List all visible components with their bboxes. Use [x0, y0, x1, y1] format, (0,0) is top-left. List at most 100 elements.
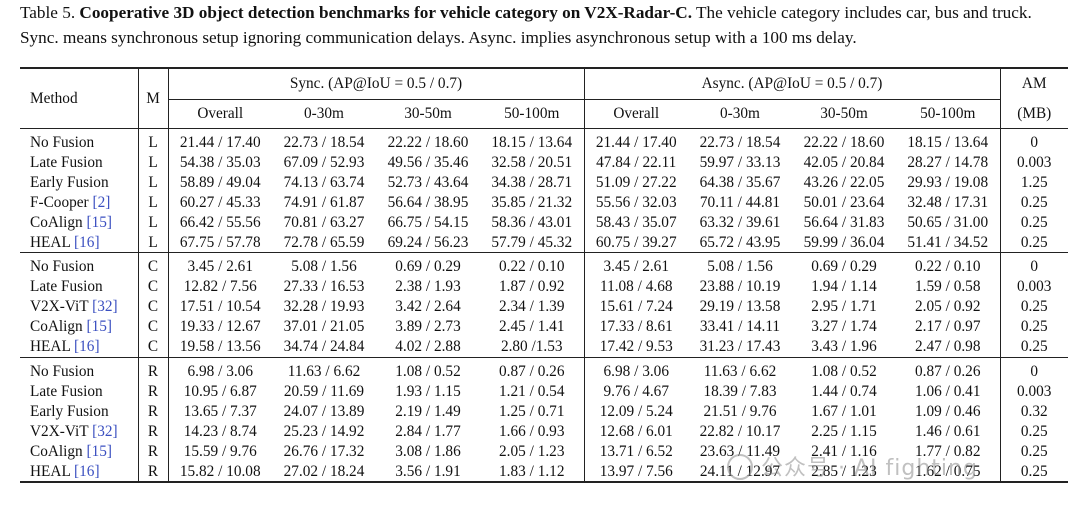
method-cell: HEAL [16] [20, 461, 138, 484]
modality-cell: R [137, 461, 168, 484]
sync-value-cell: 66.42 / 55.56 [167, 212, 272, 233]
async-value-cell: 22.22 / 18.60 [792, 127, 896, 153]
sync-value-cell: 21.44 / 17.40 [167, 127, 272, 153]
citation-link[interactable]: [16] [74, 462, 100, 480]
header-method: Method [20, 67, 138, 129]
async-value-cell: 1.09 / 0.46 [915, 402, 981, 420]
citation-link[interactable]: [15] [86, 318, 113, 336]
am-cell: 1.25 [999, 172, 1068, 193]
table-row: Late Fusion L 54.38 / 35.03 67.09 / 52.93 49… [20, 152, 1068, 173]
modality-cell: L [137, 212, 168, 233]
table-row: Early Fusion R 13.65 / 7.37 24.07 / 13.89 2.… [20, 401, 1068, 422]
method-name: Early Fusion [30, 173, 109, 191]
sync-value-cell: 3.08 / 1.86 [395, 442, 461, 460]
modality-cell: R [137, 381, 168, 402]
async-value-cell: 42.05 / 20.84 [803, 153, 885, 171]
async-value-cell: 60.75 / 39.27 [583, 232, 688, 253]
async-value-cell: 12.09 / 5.24 [583, 401, 688, 422]
modality-cell: L [137, 152, 168, 173]
async-value-cell: 21.51 / 9.76 [703, 402, 777, 420]
sync-value-cell: 3.89 / 2.73 [395, 318, 461, 336]
async-value-cell: 33.41 / 14.11 [699, 318, 781, 336]
sync-value-cell: 72.78 / 65.59 [283, 233, 365, 251]
async-value-cell: 1.59 / 0.58 [915, 278, 981, 296]
sync-value-cell: 32.28 / 19.93 [283, 298, 365, 316]
am-cell: 0.25 [999, 192, 1068, 213]
sync-value-cell: 0.87 / 0.26 [480, 356, 584, 382]
method-name: Late Fusion [30, 278, 103, 296]
method-name: Early Fusion [30, 402, 109, 420]
table-row: HEAL [16] C 19.58 / 13.56 34.74 / 24.84 4.02… [20, 337, 1068, 358]
async-value-cell: 28.27 / 14.78 [907, 153, 989, 171]
sync-value-cell: 3.45 / 2.61 [167, 252, 272, 278]
async-value-cell: 21.44 / 17.40 [583, 127, 688, 153]
async-value-cell: 23.63 / 11.49 [699, 442, 781, 460]
sync-value-cell: 2.80 /1.53 [500, 338, 563, 356]
header-async-30-50: 30-50m [820, 105, 868, 122]
sync-value-cell: 35.85 / 21.32 [491, 193, 573, 211]
citation-link[interactable]: [15] [86, 442, 113, 460]
wechat-icon [727, 454, 753, 480]
sync-value-cell: 3.42 / 2.64 [395, 298, 461, 316]
sync-value-cell: 15.82 / 10.08 [167, 461, 272, 484]
async-value-cell: 58.43 / 35.07 [583, 212, 688, 233]
sync-value-cell: 70.81 / 63.27 [283, 213, 365, 231]
async-value-cell: 64.38 / 35.67 [699, 173, 781, 191]
modality-cell: C [137, 337, 168, 358]
method-cell: No Fusion [20, 127, 138, 153]
async-value-cell: 12.68 / 6.01 [583, 421, 688, 442]
table-row: Late Fusion R 10.95 / 6.87 20.59 / 11.69 1.9… [20, 381, 1068, 402]
sync-value-cell: 67.09 / 52.93 [283, 153, 365, 171]
citation-link[interactable]: [32] [92, 298, 118, 316]
method-name: HEAL [30, 462, 71, 480]
sync-value-cell: 4.02 / 2.88 [395, 338, 461, 356]
method-cell: HEAL [16] [20, 233, 138, 253]
header-sync-50-100: 50-100m [504, 105, 560, 122]
sync-value-cell: 10.95 / 6.87 [167, 381, 272, 402]
modality-cell: C [137, 252, 168, 278]
table-row: F-Cooper [2] L 60.27 / 45.33 74.91 / 61.87 5… [20, 192, 1068, 213]
async-value-cell: 2.95 / 1.71 [811, 298, 877, 316]
async-value-cell: 59.97 / 33.13 [699, 153, 781, 171]
async-value-cell: 1.44 / 0.74 [811, 382, 877, 400]
am-cell: 0.25 [999, 317, 1068, 338]
sync-value-cell: 74.13 / 63.74 [283, 173, 365, 191]
am-cell: 0.003 [999, 277, 1068, 298]
async-value-cell: 51.09 / 27.22 [583, 172, 688, 193]
table-row: No Fusion L 21.44 / 17.40 22.73 / 18.54 22.2… [20, 127, 1068, 153]
async-value-cell: 11.63 / 6.62 [688, 356, 792, 382]
caption-label: Table 5. [20, 3, 76, 22]
am-cell: 0.003 [999, 381, 1068, 402]
am-cell: 0.25 [999, 461, 1068, 484]
sync-value-cell: 58.36 / 43.01 [491, 213, 573, 231]
sync-value-cell: 18.15 / 13.64 [480, 127, 584, 153]
citation-link[interactable]: [16] [74, 338, 100, 356]
table-row: No Fusion R 6.98 / 3.06 11.63 / 6.62 1.08 / … [20, 356, 1068, 382]
async-value-cell: 50.01 / 23.64 [803, 193, 885, 211]
sync-value-cell: 0.22 / 0.10 [480, 252, 584, 278]
modality-cell: L [137, 192, 168, 213]
modality-cell: R [137, 401, 168, 422]
sync-value-cell: 15.59 / 9.76 [167, 441, 272, 462]
am-cell: 0 [999, 356, 1068, 382]
header-sync-30-50: 30-50m [404, 105, 452, 122]
method-cell: Early Fusion [20, 402, 138, 422]
table-row: HEAL [16] R 15.82 / 10.08 27.02 / 18.24 3.56… [20, 461, 1068, 484]
citation-link[interactable]: [2] [92, 193, 111, 211]
async-value-cell: 5.08 / 1.56 [688, 252, 792, 278]
modality-cell: L [137, 172, 168, 193]
async-value-cell: 3.45 / 2.61 [583, 252, 688, 278]
async-value-cell: 1.62 / 0.75 [896, 461, 1000, 484]
method-name: CoAlign [30, 318, 83, 336]
header-am: AM [999, 67, 1068, 100]
citation-link[interactable]: [16] [74, 233, 100, 251]
sync-value-cell: 57.79 / 45.32 [491, 233, 573, 251]
modality-cell: L [137, 232, 168, 253]
sync-value-cell: 22.73 / 18.54 [272, 127, 376, 153]
citation-link[interactable]: [15] [86, 213, 113, 231]
sync-value-cell: 54.38 / 35.03 [167, 152, 272, 173]
sync-value-cell: 14.23 / 8.74 [167, 421, 272, 442]
sync-value-cell: 12.82 / 7.56 [167, 277, 272, 298]
citation-link[interactable]: [32] [92, 422, 118, 440]
method-name: HEAL [30, 338, 71, 356]
